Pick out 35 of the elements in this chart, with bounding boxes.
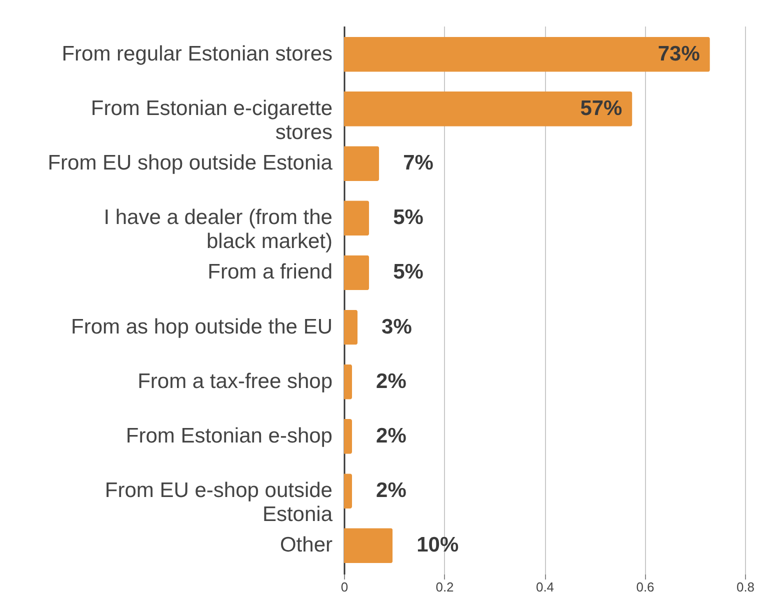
bar	[344, 310, 358, 345]
y-tick-label: Other	[280, 534, 332, 557]
bar	[344, 364, 352, 400]
y-tick-label: From Estonian e-shop	[126, 424, 332, 448]
x-tick-label: 0.4	[536, 580, 554, 594]
bar	[344, 418, 352, 454]
bar	[344, 474, 352, 508]
bar	[344, 255, 370, 290]
y-tick-label: I have a dealer (from the black market)	[104, 206, 332, 254]
y-tick-label: From EU e-shop outside Estonia	[104, 479, 333, 526]
bar	[344, 146, 380, 182]
bar	[344, 200, 370, 236]
x-tick-label: 0.8	[736, 580, 755, 594]
y-tick-label: From EU shop outside Estonia	[48, 152, 333, 175]
y-tick-label: From a tax-free shop	[138, 370, 332, 393]
x-tick-label: 0	[340, 580, 348, 594]
bar	[344, 92, 632, 126]
data-label: 5%	[393, 206, 424, 230]
data-label: 3%	[382, 315, 412, 338]
x-tick-label: 0.2	[436, 580, 454, 594]
y-tick-label: From regular Estonian stores	[62, 42, 332, 66]
bar	[344, 36, 710, 72]
data-label: 2%	[376, 424, 407, 448]
y-tick-label: From a friend	[208, 260, 332, 284]
data-label: 2%	[376, 370, 407, 393]
y-tick-label: From as hop outside the EU	[71, 315, 332, 338]
data-label: 73%	[658, 42, 700, 66]
data-label: 7%	[403, 152, 434, 175]
data-label: 2%	[376, 479, 407, 502]
data-label: 5%	[393, 260, 424, 284]
y-tick-label: From Estonian e-cigarette stores	[90, 96, 332, 144]
bar	[344, 528, 393, 564]
data-label: 10%	[416, 534, 459, 557]
x-tick-label: 0.6	[636, 580, 654, 594]
data-label: 57%	[580, 96, 623, 120]
